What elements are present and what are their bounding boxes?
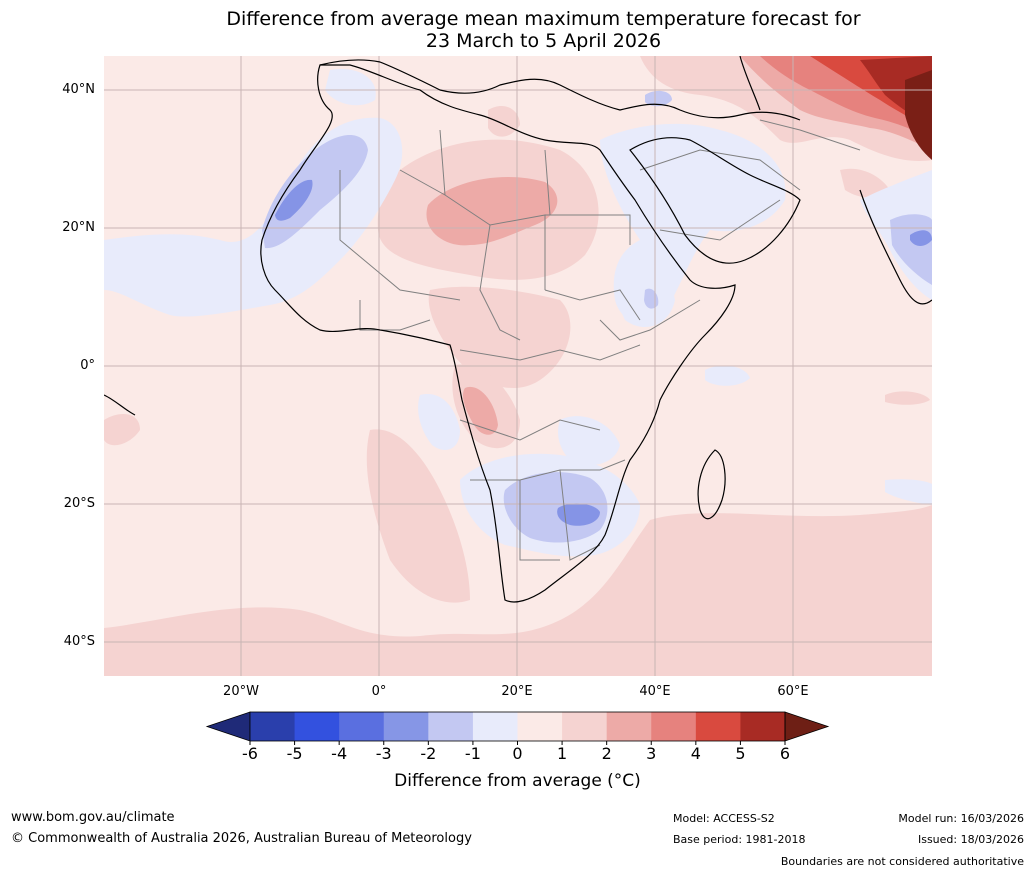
anomaly-pos2-southern-ocean (104, 505, 932, 676)
anomaly-neg3-south-africa (557, 503, 600, 526)
coast-india (859, 189, 932, 305)
border-saudi-yemen (659, 199, 781, 241)
colorbar-segment (606, 712, 652, 741)
border-botswana-sa (559, 469, 601, 561)
coast-arabia (629, 137, 801, 264)
colorbar-segment (428, 712, 474, 741)
coastlines (104, 56, 932, 603)
anomaly-neg1-indian-ocean (885, 479, 932, 505)
border-libya-egypt (544, 149, 551, 216)
colorbar-segment (695, 712, 741, 741)
anomaly-neg2-morocco (262, 135, 368, 249)
base-period: Base period: 1981-2018 (673, 833, 806, 846)
anomaly-pos2-sw-atlantic (366, 429, 470, 603)
anomaly-pos2-madagascar (684, 524, 691, 533)
colorbar-tick-label: 3 (646, 744, 657, 763)
border-iraq-saudi (639, 149, 801, 191)
colorbar (205, 711, 830, 745)
colorbar-tick-label: -4 (331, 744, 348, 763)
colorbar-tick-label: 1 (556, 744, 568, 763)
anomaly-neg3-morocco (275, 179, 313, 221)
colorbar-tick-label: -1 (464, 744, 481, 763)
colorbar-extend-max (784, 711, 830, 742)
anomaly-neg1-mozambique-channel (705, 365, 750, 386)
coast-africa (260, 64, 736, 603)
colorbar-segment (651, 712, 697, 741)
lat-label-20s: 20°S (63, 496, 95, 511)
colorbar-tick-label: 0 (512, 744, 523, 763)
anomaly-neg1-congo (418, 394, 460, 450)
lat-label-40n: 40°N (62, 82, 95, 97)
colorbar-segment (472, 712, 518, 741)
colorbar-tick-label: 4 (690, 744, 701, 763)
colorbar-tick-label: 6 (779, 744, 791, 763)
anomaly-pos3-angola (463, 386, 498, 435)
title-line-1: Difference from average mean maximum tem… (226, 8, 861, 30)
lat-label-40s: 40°S (63, 634, 95, 649)
map-field (104, 56, 932, 676)
colorbar-segment (740, 712, 786, 741)
border-chad-sudan (544, 289, 641, 321)
colorbar-segment (250, 712, 296, 741)
border-algeria-libya (439, 129, 446, 196)
colorbar-tick-label: -6 (242, 744, 258, 763)
coast-gulf-of-guinea-west (104, 394, 136, 416)
colorbar-tick-label: -2 (420, 744, 437, 763)
coast-madagascar (697, 449, 726, 520)
colorbar-segment (339, 712, 385, 741)
anomaly-pos2-india (840, 168, 890, 198)
border-egypt-sudan (545, 214, 631, 245)
anomaly-pos2-gulf (104, 414, 140, 446)
colorbar-segment (294, 712, 340, 741)
border-namibia-botswana (519, 480, 560, 561)
coast-europe (319, 59, 801, 121)
issued-date: Issued: 18/03/2026 (917, 833, 1024, 846)
border-niger-chad (479, 224, 521, 341)
border-ethiopia-kenya (599, 299, 701, 341)
anomaly-neg3-india (910, 230, 932, 246)
model-run-date: Model run: 16/03/2026 (898, 812, 1024, 825)
title-line-2: 23 March to 5 April 2026 (425, 30, 662, 52)
country-borders (339, 119, 861, 561)
lon-label-60e: 60°E (777, 684, 809, 699)
lon-label-20w: 20°W (223, 684, 259, 699)
lon-label-40e: 40°E (639, 684, 671, 699)
anomaly-neg2-turkey (645, 90, 672, 107)
colorbar-tick-label: -5 (286, 744, 303, 763)
anomaly-pos2-indian-east (885, 391, 930, 405)
graticule (104, 56, 932, 676)
lon-label-0: 0° (371, 684, 387, 699)
anomaly-pos7-central-asia (905, 70, 932, 160)
website-link[interactable]: www.bom.gov.au/climate (11, 810, 175, 825)
lat-label-0: 0° (80, 358, 95, 373)
border-iran-afghan (759, 119, 861, 151)
colorbar-segment (562, 712, 608, 741)
coast-caspian (739, 56, 761, 111)
border-west-sahara-mali (339, 170, 461, 301)
lon-label-20e: 20°E (501, 684, 533, 699)
anomaly-neg1-spain (325, 69, 376, 106)
colorbar-segment (383, 712, 429, 741)
colorbar-tick-label: -3 (375, 744, 392, 763)
colorbar-segment (517, 712, 563, 741)
model-name: Model: ACCESS-S2 (673, 812, 775, 825)
border-central-africa (459, 344, 641, 361)
map-title: Difference from average mean maximum tem… (0, 8, 1035, 52)
anomaly-pos2-libya (488, 105, 520, 137)
anomaly-neg1-tanzania (558, 416, 620, 465)
colorbar-extend-min (205, 711, 251, 742)
anomaly-pos2-central-africa (428, 286, 571, 389)
lat-label-20n: 20°N (62, 220, 95, 235)
border-drc-angola (459, 419, 601, 441)
copyright-text: © Commonwealth of Australia 2026, Austra… (11, 831, 472, 846)
colorbar-tick-label: 5 (735, 744, 746, 763)
colorbar-label: Difference from average (°C) (394, 771, 641, 791)
colorbar-tick-label: 2 (601, 744, 612, 763)
boundaries-disclaimer: Boundaries are not considered authoritat… (780, 855, 1024, 868)
